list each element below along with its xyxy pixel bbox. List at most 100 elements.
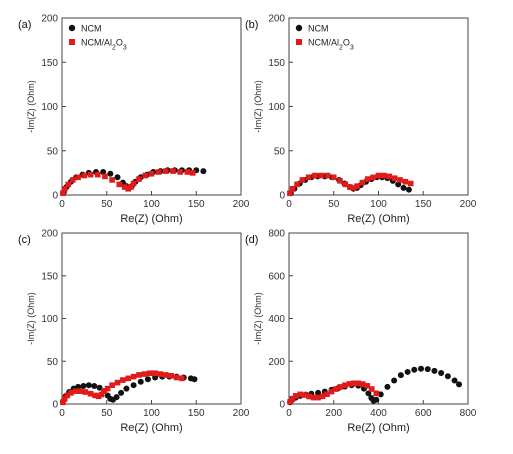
y-tick-label: 0 bbox=[52, 400, 58, 411]
x-tick-label: 150 bbox=[415, 199, 432, 210]
data-point-ncm-al2o3 bbox=[301, 392, 308, 398]
data-point-ncm-al2o3 bbox=[101, 388, 107, 394]
y-tick-label: 100 bbox=[41, 102, 58, 113]
y-tick-label: 50 bbox=[47, 146, 59, 157]
data-point-ncm bbox=[373, 396, 380, 403]
y-tick-label: 0 bbox=[52, 191, 58, 202]
legend-label: NCM bbox=[81, 24, 102, 34]
data-point-ncm-al2o3 bbox=[109, 177, 115, 183]
data-point-ncm-al2o3 bbox=[163, 372, 169, 378]
panel-label: (c) bbox=[18, 234, 31, 246]
data-point-ncm-al2o3 bbox=[81, 172, 88, 179]
legend-marker-ncm-al2o3 bbox=[69, 39, 75, 45]
y-tick-label: 0 bbox=[279, 191, 285, 202]
x-tick-label: 200 bbox=[460, 199, 477, 210]
data-point-ncm-al2o3 bbox=[381, 172, 387, 179]
data-point-ncm-al2o3 bbox=[310, 394, 317, 401]
data-point-ncm-al2o3 bbox=[289, 395, 296, 402]
data-point-ncm-al2o3 bbox=[72, 388, 79, 394]
legend-marker-ncm bbox=[295, 24, 303, 32]
data-point-ncm-al2o3 bbox=[141, 371, 148, 377]
data-point-ncm-al2o3 bbox=[104, 385, 111, 392]
y-axis-label: -Im(Z) (Ohm) bbox=[253, 292, 263, 344]
plot-frame bbox=[288, 232, 469, 405]
y-tick-label: 100 bbox=[41, 314, 58, 325]
y-tick-label: 200 bbox=[41, 14, 58, 25]
x-tick-label: 150 bbox=[188, 408, 205, 419]
data-point-ncm bbox=[100, 168, 107, 175]
data-point-ncm bbox=[400, 184, 407, 191]
data-point-ncm bbox=[85, 382, 92, 389]
data-point-ncm bbox=[80, 383, 87, 390]
data-point-ncm-al2o3 bbox=[64, 392, 71, 399]
data-point-ncm-al2o3 bbox=[292, 393, 299, 399]
data-point-ncm-al2o3 bbox=[173, 374, 180, 381]
data-point-ncm-al2o3 bbox=[61, 186, 68, 192]
x-axis-label: Re(Z) (Ohm) bbox=[347, 213, 409, 225]
x-tick-label: 200 bbox=[233, 199, 250, 210]
data-point-ncm bbox=[91, 383, 98, 390]
x-axis-label: Re(Z) (Ohm) bbox=[120, 213, 182, 225]
x-tick-label: 400 bbox=[370, 408, 387, 419]
x-tick-label: 50 bbox=[101, 408, 113, 419]
plot-frame bbox=[61, 232, 242, 405]
data-point-ncm-al2o3 bbox=[116, 181, 123, 188]
legend-marker-ncm-al2o3 bbox=[296, 39, 302, 45]
data-point-ncm-al2o3 bbox=[130, 180, 137, 187]
data-point-ncm-al2o3 bbox=[121, 184, 128, 190]
x-tick-label: 600 bbox=[415, 408, 432, 419]
y-tick-label: 100 bbox=[268, 102, 285, 113]
x-tick-label: 0 bbox=[286, 408, 292, 419]
data-point-ncm bbox=[200, 168, 207, 175]
data-point-ncm-al2o3 bbox=[65, 181, 72, 188]
x-tick-label: 200 bbox=[325, 408, 342, 419]
data-point-ncm-al2o3 bbox=[312, 172, 318, 179]
data-point-ncm-al2o3 bbox=[297, 391, 303, 398]
data-point-ncm-al2o3 bbox=[98, 391, 105, 398]
data-point-ncm-al2o3 bbox=[318, 172, 325, 179]
data-point-ncm-al2o3 bbox=[391, 175, 398, 181]
data-point-ncm-al2o3 bbox=[136, 176, 142, 182]
data-point-ncm-al2o3 bbox=[351, 380, 357, 387]
data-point-ncm-al2o3 bbox=[148, 170, 155, 177]
x-axis-label: Re(Z) (Ohm) bbox=[347, 422, 409, 434]
data-point-ncm-al2o3 bbox=[359, 179, 366, 186]
data-point-ncm-al2o3 bbox=[142, 172, 149, 179]
y-tick-label: 200 bbox=[268, 14, 285, 25]
data-point-ncm bbox=[395, 181, 402, 188]
data-point-ncm-al2o3 bbox=[109, 382, 115, 388]
data-point-ncm-al2o3 bbox=[287, 190, 293, 197]
data-point-ncm-al2o3 bbox=[373, 390, 380, 397]
data-point-ncm-al2o3 bbox=[75, 174, 81, 181]
data-point-ncm-al2o3 bbox=[347, 184, 353, 190]
data-point-ncm bbox=[456, 381, 463, 388]
x-tick-label: 0 bbox=[59, 199, 65, 210]
data-point-ncm-al2o3 bbox=[368, 386, 375, 392]
data-point-ncm-al2o3 bbox=[60, 399, 66, 406]
data-point-ncm-al2o3 bbox=[324, 391, 330, 397]
y-tick-label: 600 bbox=[268, 271, 285, 282]
data-point-ncm-al2o3 bbox=[294, 181, 300, 188]
x-tick-label: 100 bbox=[143, 199, 160, 210]
data-point-ncm bbox=[391, 377, 398, 384]
y-tick-label: 200 bbox=[268, 357, 285, 368]
data-point-ncm-al2o3 bbox=[177, 169, 183, 175]
data-point-ncm-al2o3 bbox=[114, 379, 121, 386]
data-point-ncm-al2o3 bbox=[136, 372, 142, 378]
x-tick-label: 100 bbox=[370, 199, 387, 210]
data-point-ncm-al2o3 bbox=[306, 393, 312, 400]
y-tick-label: 200 bbox=[41, 229, 58, 240]
data-point-ncm-al2o3 bbox=[330, 174, 337, 181]
data-point-ncm-al2o3 bbox=[305, 174, 312, 181]
data-point-ncm-al2o3 bbox=[360, 381, 366, 387]
data-point-ncm-al2o3 bbox=[170, 168, 176, 174]
data-point-ncm bbox=[123, 385, 130, 392]
data-point-ncm-al2o3 bbox=[168, 372, 174, 379]
y-axis-label: -Im(Z) (Ohm) bbox=[253, 80, 263, 132]
data-point-ncm bbox=[411, 366, 418, 373]
data-point-ncm-al2o3 bbox=[386, 173, 393, 180]
data-point-ncm-al2o3 bbox=[350, 185, 357, 191]
data-point-ncm-al2o3 bbox=[287, 399, 293, 405]
data-point-ncm-al2o3 bbox=[364, 176, 371, 182]
data-point-ncm-al2o3 bbox=[407, 180, 414, 187]
